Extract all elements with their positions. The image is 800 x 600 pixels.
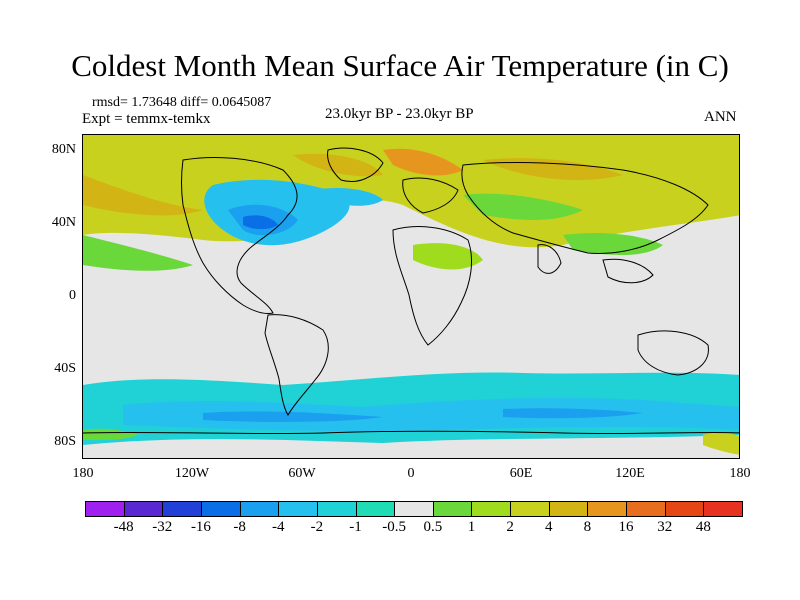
colorbar-label: 16 [618,519,634,535]
colorbar-label: 2 [506,519,514,535]
map-panel [82,134,740,459]
rmsd-diff-stats: rmsd= 1.73648 diff= 0.0645087 [92,95,272,110]
coast-greenland [327,147,384,182]
field-blue-3 [243,215,278,230]
field-green-3 [413,243,483,270]
field-north-orange-4 [483,158,623,180]
lon-label-60e: 60E [509,466,533,481]
lon-label-120w: 120W [174,466,210,481]
map-title: Coldest Month Mean Surface Air Temperatu… [71,48,729,83]
colorbar-box [432,501,473,517]
colorbar-box [471,501,512,517]
coast-europe [402,177,459,214]
field-south-deep [203,411,383,422]
lat-label-0: 0 [69,288,76,303]
coast-south-america [264,314,329,416]
season-label: ANN [704,109,737,125]
colorbar-box [394,501,434,517]
colorbar-box [703,501,743,517]
field-antarctic-grey [83,435,739,458]
coast-africa [392,226,473,346]
colorbar-box [355,501,396,517]
colorbar-box [626,501,666,517]
colorbar-label: -32 [152,519,173,535]
field-south-blue [123,397,739,432]
field-green-4 [563,233,663,255]
colorbar-box [162,501,202,517]
coast-india [537,244,562,274]
field-north-orange-2 [383,148,463,176]
colorbar-box [548,501,589,517]
colorbar-label: -0.5 [382,519,407,535]
colorbar-box [123,501,164,517]
coast-se-asia [602,258,654,284]
colorbar-box [278,501,318,517]
lon-label-120e: 120E [615,466,645,481]
colorbar-box [316,501,357,517]
lon-label-0: 0 [407,466,415,481]
colorbar-box [587,501,628,517]
field-green-1 [463,193,583,220]
coast-antarctica [83,430,739,435]
coast-north-america [181,157,298,314]
coast-australia [637,330,709,376]
field-antarctic-yellow [703,432,739,455]
field-north-orange-1 [83,175,203,216]
colorbar-label: -16 [190,519,211,535]
colorbar-label: -4 [271,519,285,535]
colorbar-label: 8 [583,519,592,535]
colorbar-label: -2 [310,519,324,535]
colorbar-label: 48 [695,519,711,535]
lat-label-40s: 40S [54,361,76,376]
field-blue-4 [313,188,383,206]
temperature-map [83,135,739,458]
lon-label-60w: 60W [288,466,316,481]
lon-label-180w: 180 [72,466,94,481]
colorbar-box [239,501,280,517]
field-green-2 [83,235,193,271]
colorbar-box [85,501,125,517]
colorbar-label: -8 [233,519,246,535]
colorbar [85,501,743,519]
colorbar-label: 4 [545,519,553,535]
colorbar-box [510,501,550,517]
field-south-deep-2 [503,408,643,419]
coast-asia [461,162,709,254]
colorbar-label: -48 [113,519,134,535]
field-north-orange-3 [293,153,383,177]
coastlines [83,147,739,435]
colorbar-label: 0.5 [423,519,443,535]
lat-label-80n: 80N [51,142,76,157]
lon-label-180e: 180 [729,466,751,481]
colorbar-box [664,501,705,517]
colorbar-box [200,501,241,517]
colorbar-label: 1 [467,519,476,535]
colorbar-label: -1 [349,519,362,535]
lat-label-80s: 80S [54,434,76,449]
lat-label-40n: 40N [51,215,76,230]
colorbar-label: 32 [657,519,673,535]
experiment-label: Expt = temmx-temkx [82,111,211,127]
period-label: 23.0kyr BP - 23.0kyr BP [325,106,474,122]
field-antarctic-green [83,428,138,441]
